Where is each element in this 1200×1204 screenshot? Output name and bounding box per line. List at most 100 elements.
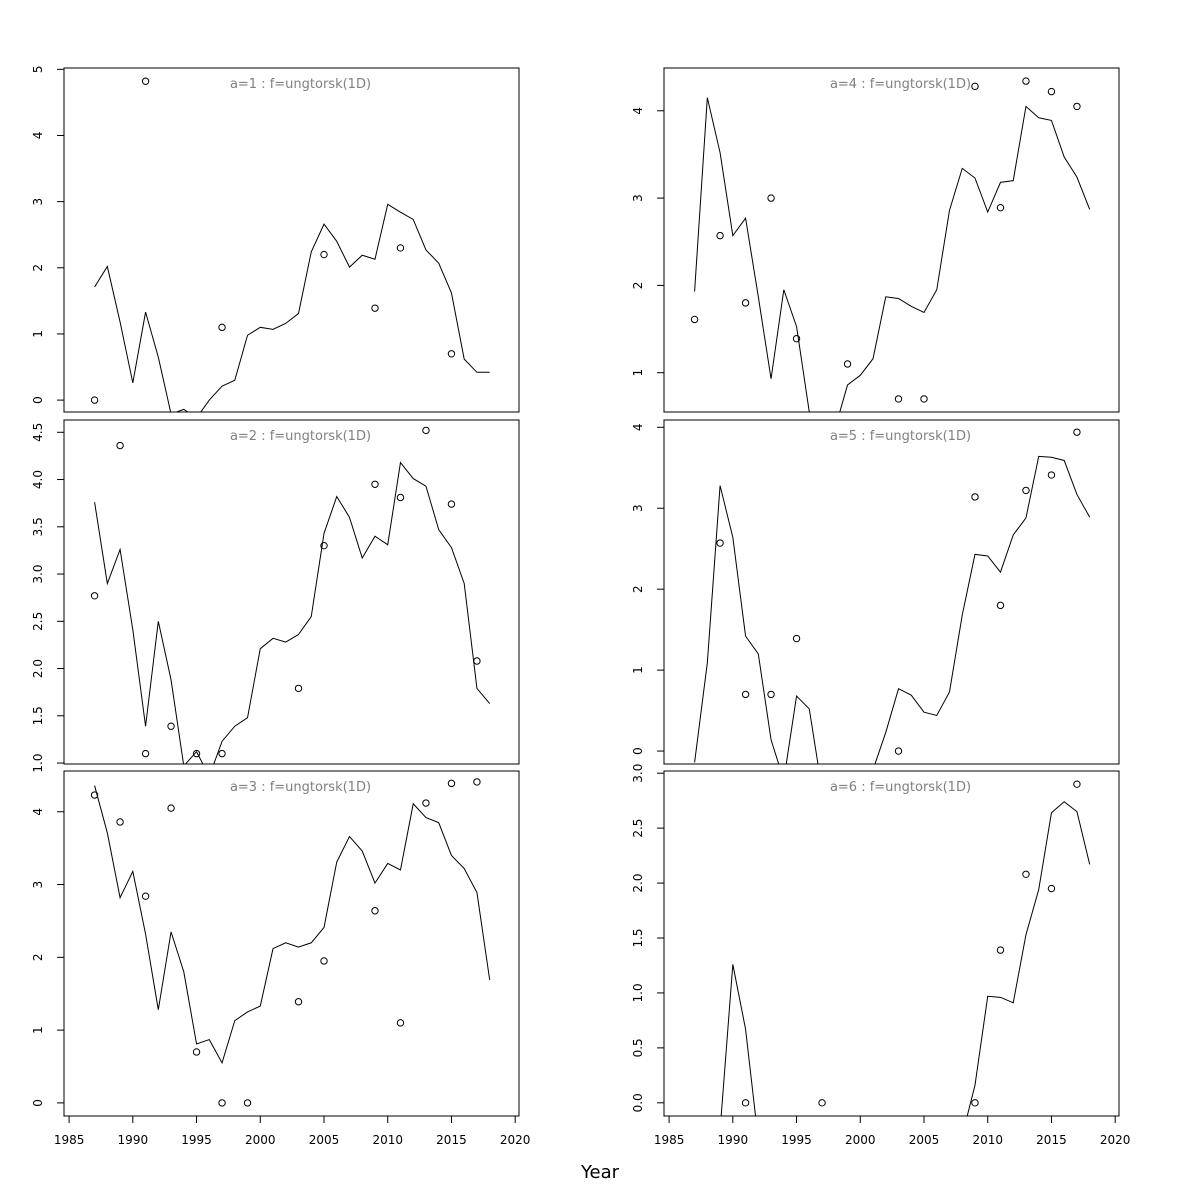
observed-point (767, 194, 775, 202)
y-tick-label: 3.0 (631, 764, 645, 783)
fitted-line (694, 455, 1091, 764)
y-tick-label: 4 (631, 423, 645, 431)
x-tick-label: 2010 (972, 1133, 1003, 1147)
x-tick-label: 1990 (118, 1133, 149, 1147)
panel: a=4 : f=ungtorsk(1D) 1 2 3 4 (631, 67, 1120, 413)
observed-point (1047, 87, 1056, 96)
y-tick-label: 3 (31, 198, 45, 206)
observed-point (218, 1099, 226, 1107)
observed-point (1047, 884, 1056, 893)
plot-area (90, 77, 490, 412)
observed-point (741, 1099, 750, 1107)
observed-point (473, 657, 481, 665)
y-tick-label: 5 (31, 66, 45, 74)
panel-title: a=5 : f=ungtorsk(1D) (830, 429, 971, 444)
x-tick-label: 2020 (500, 1133, 531, 1147)
y-tick-label: 1.0 (631, 983, 645, 1002)
observed-point (218, 749, 226, 758)
observed-point (741, 299, 750, 307)
y-tick-label: 4 (631, 107, 645, 115)
fitted-line (94, 785, 491, 1065)
x-tick-label: 1985 (54, 1133, 85, 1147)
observed-point (447, 500, 456, 508)
panel-frame (663, 67, 1120, 413)
y-tick-label: 2.5 (31, 612, 45, 631)
y-tick-label: 0 (631, 747, 645, 755)
x-tick-label: 2000 (245, 1133, 276, 1147)
panel-title: a=1 : f=ungtorsk(1D) (230, 77, 371, 92)
observed-point (141, 892, 150, 900)
observed-point (741, 690, 750, 699)
observed-point (1022, 77, 1030, 85)
observed-point (320, 250, 328, 259)
y-tick-label: 2 (31, 954, 45, 962)
x-tick-label: 2015 (436, 1133, 467, 1147)
y-tick-label: 2 (631, 585, 645, 593)
observed-point (1073, 428, 1081, 436)
observed-point (996, 601, 1005, 610)
fitted-line (694, 97, 1091, 412)
observed-point (690, 315, 699, 324)
observed-point (243, 1099, 252, 1107)
observed-point (294, 684, 303, 693)
observed-point (422, 799, 430, 807)
observed-point (473, 778, 481, 786)
y-tick-label: 4 (31, 808, 45, 816)
observed-point (90, 592, 99, 600)
plot-area (720, 780, 1091, 1116)
x-tick-label: 2010 (372, 1133, 403, 1147)
y-tick-label: 0 (31, 1099, 45, 1107)
x-tick-label: 1995 (781, 1133, 812, 1147)
observed-point (90, 791, 99, 799)
observed-point (971, 1099, 979, 1107)
observed-point (294, 998, 303, 1006)
observed-point (192, 1048, 201, 1056)
observed-point (920, 395, 928, 403)
fitted-line (720, 801, 1091, 1116)
y-tick-label: 3.5 (31, 517, 45, 536)
panel: a=6 : f=ungtorsk(1D) 0.0 0.5 1.0 1.5 2.0 2.5 3.… (631, 764, 1130, 1147)
observed-point (167, 722, 175, 730)
fitted-line (94, 461, 491, 764)
observed-point (971, 82, 979, 91)
observed-point (1022, 486, 1030, 495)
panel-title: a=4 : f=ungtorsk(1D) (830, 77, 971, 92)
observed-point (767, 690, 775, 699)
x-tick-label: 2015 (1036, 1133, 1067, 1147)
panel-title: a=2 : f=ungtorsk(1D) (230, 429, 371, 444)
observed-point (996, 946, 1005, 954)
x-tick-label: 2005 (909, 1133, 940, 1147)
observed-point (716, 539, 724, 547)
y-tick-label: 0.0 (631, 1093, 645, 1112)
x-tick-label: 2005 (309, 1133, 340, 1147)
observed-point (716, 231, 724, 240)
panel-frame (663, 419, 1120, 765)
observed-point (996, 203, 1005, 212)
observed-point (447, 350, 456, 358)
panel-frame (663, 770, 1120, 1117)
observed-point (218, 323, 226, 332)
y-tick-label: 1 (631, 666, 645, 674)
observed-point (843, 360, 852, 368)
y-tick-label: 4.5 (31, 423, 45, 442)
panel-frame (63, 419, 520, 765)
observed-point (1022, 870, 1030, 878)
plot-area (694, 428, 1091, 764)
observed-point (1073, 780, 1081, 788)
panel: a=1 : f=ungtorsk(1D) 0 1 2 3 4 5 (31, 66, 520, 413)
plot-area (90, 778, 491, 1107)
observed-point (371, 907, 379, 915)
panel-title: a=3 : f=ungtorsk(1D) (230, 780, 371, 795)
observed-point (818, 1099, 826, 1107)
fitted-line (94, 203, 490, 412)
observed-point (320, 541, 328, 550)
plot-area (690, 77, 1091, 412)
observed-point (396, 244, 405, 252)
panel: a=5 : f=ungtorsk(1D) 0 1 2 3 4 (631, 419, 1120, 765)
y-tick-label: 3.0 (31, 564, 45, 583)
observed-point (141, 77, 150, 85)
y-tick-label: 4 (31, 132, 45, 140)
observed-point (320, 957, 328, 965)
y-tick-label: 0 (31, 396, 45, 404)
x-tick-label: 1990 (718, 1133, 749, 1147)
